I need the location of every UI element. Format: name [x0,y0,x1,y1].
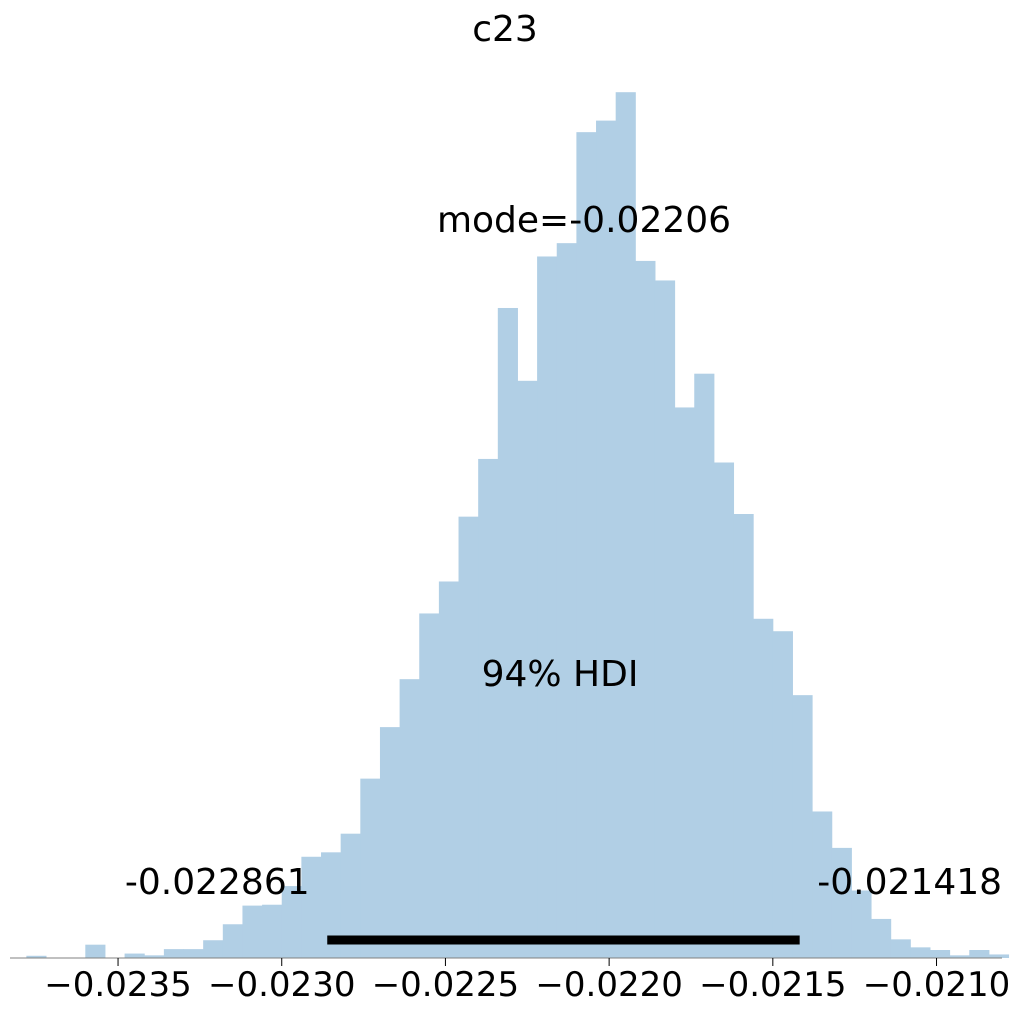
histogram-bar [301,856,322,958]
histogram-bar [163,949,185,958]
histogram-bar [379,727,401,958]
histogram-bar [537,256,558,959]
histogram-bars [26,92,1010,959]
histogram-bar [360,778,381,958]
histogram-bar [419,613,440,958]
histogram-bar [831,847,852,958]
x-tick-label: −0.0235 [44,965,191,1005]
histogram-bar [242,905,263,958]
hdi-label: 94% HDI [482,654,639,695]
histogram-bar [753,618,774,958]
histogram-bar [222,924,243,958]
histogram-bar [694,373,715,958]
histogram-bar [281,886,302,958]
histogram-bar [576,132,597,958]
histogram-bar [144,955,165,958]
histogram-bar [438,581,460,958]
histogram-bar [596,120,617,959]
histogram-bar [772,631,793,958]
histogram-bar [497,307,518,958]
x-tick-label: −0.0230 [208,965,355,1005]
x-axis-ticks: −0.0235 −0.0230 −0.0225 −0.0220 −0.0215 −0.02… [44,958,1010,1005]
histogram-bar [851,890,872,958]
histogram-bar [321,852,342,958]
histogram-bar [674,407,695,958]
mode-label: mode=-0.02206 [437,200,731,241]
histogram-bar [929,950,951,958]
x-tick-label: −0.0220 [535,965,682,1005]
hdi-low-label: -0.022861 [125,862,310,903]
histogram-bar [615,92,636,958]
histogram-bar [556,243,577,958]
histogram-bar [517,380,538,958]
histogram-bar [124,953,145,958]
histogram-bar [262,904,283,958]
histogram-bar [203,940,224,958]
histogram-bar [26,955,47,958]
histogram-bar [713,462,735,958]
histogram-bar [85,944,106,958]
histogram-bar [812,811,833,958]
histogram-bar [910,947,931,958]
histogram-bar [183,949,204,958]
histogram-bar [792,695,813,958]
histogram-bar [399,679,420,958]
chart-title: c23 [472,9,538,50]
x-tick-label: −0.0210 [863,965,1010,1005]
histogram-bar [458,516,479,958]
x-tick-label: −0.0215 [699,965,846,1005]
histogram-bar [654,280,676,958]
histogram-bar [478,458,499,958]
histogram-bar [340,833,361,958]
histogram-bar [871,918,892,958]
hdi-high-label: -0.021418 [817,862,1002,903]
histogram-bar [949,955,970,958]
histogram-bar [890,939,911,958]
x-tick-label: −0.0225 [372,965,519,1005]
histogram-bar [988,954,1010,958]
histogram-bar [733,514,754,958]
histogram-bar [635,260,656,958]
histogram-bar [969,950,990,958]
